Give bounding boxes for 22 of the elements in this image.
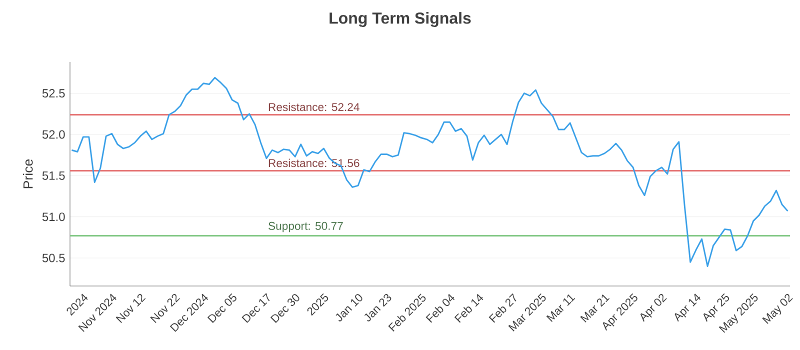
y-axis-title: Price: [22, 159, 33, 188]
x-tick-label: Dec 30: [270, 294, 300, 323]
ref-line-label: Resistance: 52.24: [268, 102, 360, 112]
x-tick-label: Jan 10: [336, 294, 362, 322]
y-tick-label: 52.5: [42, 89, 65, 98]
x-tick-label: Nov 12: [116, 294, 146, 323]
y-tick-label: 51.0: [42, 212, 65, 222]
x-tick-label: Dec 05: [207, 293, 236, 323]
ref-line-label: Support: 50.77: [268, 222, 343, 232]
x-tick-label: Dec 17: [242, 293, 270, 323]
x-tick-label: Feb 14: [454, 294, 484, 323]
x-tick-label: Mar 11: [546, 294, 576, 322]
y-tick-label: 50.5: [42, 254, 65, 262]
x-tick-label: Apr 02: [640, 294, 667, 322]
x-tick-label: Feb 04: [426, 294, 455, 323]
x-tick-label: Apr 25: [703, 293, 730, 322]
y-tick-label: 52.0: [42, 130, 65, 139]
x-tick-label: May 02: [762, 294, 793, 324]
x-tick-label: Jan 23: [364, 294, 392, 322]
chart-title: Long Term Signals: [330, 12, 471, 28]
x-tick-label: Apr 14: [674, 294, 701, 322]
y-tick-label: 51.5: [42, 171, 65, 180]
